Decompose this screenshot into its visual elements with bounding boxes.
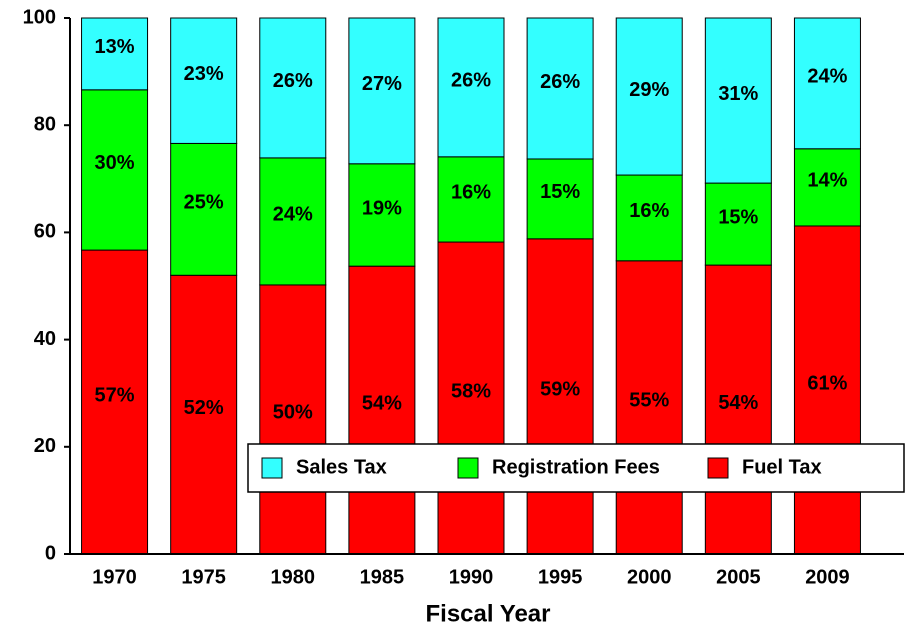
bar-segment (170, 142, 238, 276)
bar-segment (259, 157, 327, 286)
bar-segment (170, 17, 238, 144)
value-label: 55% (629, 390, 669, 412)
bar-segment (615, 17, 683, 176)
value-label: 29% (629, 79, 669, 101)
x-tick-label: 1975 (181, 566, 226, 588)
value-label: 25% (184, 192, 224, 214)
value-label: 16% (451, 182, 491, 204)
value-label: 14% (807, 170, 847, 192)
value-label: 15% (540, 181, 580, 203)
legend-swatch (261, 457, 283, 479)
bar-segment (793, 17, 861, 150)
bar-segment (793, 225, 861, 555)
bar-segment (437, 17, 505, 158)
y-tick-label: 80 (34, 113, 56, 135)
value-label: 15% (718, 206, 758, 228)
y-tick-label: 40 (34, 328, 56, 350)
bar-segment (615, 174, 683, 262)
value-label: 61% (807, 372, 847, 394)
bar-segment (704, 264, 772, 555)
value-label: 30% (95, 152, 135, 174)
bar-segment (437, 241, 505, 555)
y-tick-label: 60 (34, 221, 56, 243)
bar-segment (259, 284, 327, 555)
x-tick-label: 2005 (716, 566, 761, 588)
value-label: 59% (540, 379, 580, 401)
bar-segment (526, 17, 594, 160)
bar-segment (259, 17, 327, 159)
x-tick-label: 1990 (449, 566, 494, 588)
value-label: 27% (362, 73, 402, 95)
bar-segment (81, 89, 149, 251)
value-label: 24% (273, 204, 313, 226)
y-tick-label: 20 (34, 435, 56, 457)
value-label: 54% (718, 392, 758, 414)
bar-segment (704, 17, 772, 184)
value-label: 57% (95, 384, 135, 406)
bar-segment (81, 17, 149, 91)
legend-label: Fuel Tax (742, 456, 822, 478)
value-label: 13% (95, 36, 135, 58)
legend-label: Registration Fees (492, 456, 660, 478)
legend-label: Sales Tax (296, 456, 387, 478)
x-tick-label: 2000 (627, 566, 672, 588)
value-label: 31% (718, 83, 758, 105)
x-tick-label: 1980 (271, 566, 316, 588)
x-axis-title: Fiscal Year (426, 600, 551, 627)
bar-segment (348, 163, 416, 267)
value-label: 26% (273, 70, 313, 92)
value-label: 54% (362, 392, 402, 414)
value-label: 58% (451, 380, 491, 402)
value-label: 16% (629, 200, 669, 222)
value-label: 19% (362, 197, 402, 219)
y-tick-label: 100 (23, 6, 56, 28)
value-label: 26% (540, 71, 580, 93)
bar-segment (348, 265, 416, 555)
bar-segment (437, 156, 505, 243)
value-label: 50% (273, 402, 313, 424)
bar-segment (704, 182, 772, 266)
bar-segment (348, 17, 416, 165)
value-label: 23% (184, 63, 224, 85)
y-tick-label: 0 (45, 542, 56, 564)
x-tick-label: 1970 (92, 566, 137, 588)
x-tick-label: 1995 (538, 566, 583, 588)
value-label: 26% (451, 70, 491, 92)
bar-segment (793, 148, 861, 227)
x-tick-label: 1985 (360, 566, 405, 588)
legend-swatch (707, 457, 729, 479)
legend-box (247, 443, 905, 493)
legend-swatch (457, 457, 479, 479)
bar-segment (615, 260, 683, 555)
x-tick-label: 2009 (805, 566, 850, 588)
value-label: 24% (807, 66, 847, 88)
value-label: 52% (184, 397, 224, 419)
bar-segment (526, 238, 594, 555)
bar-segment (526, 158, 594, 240)
